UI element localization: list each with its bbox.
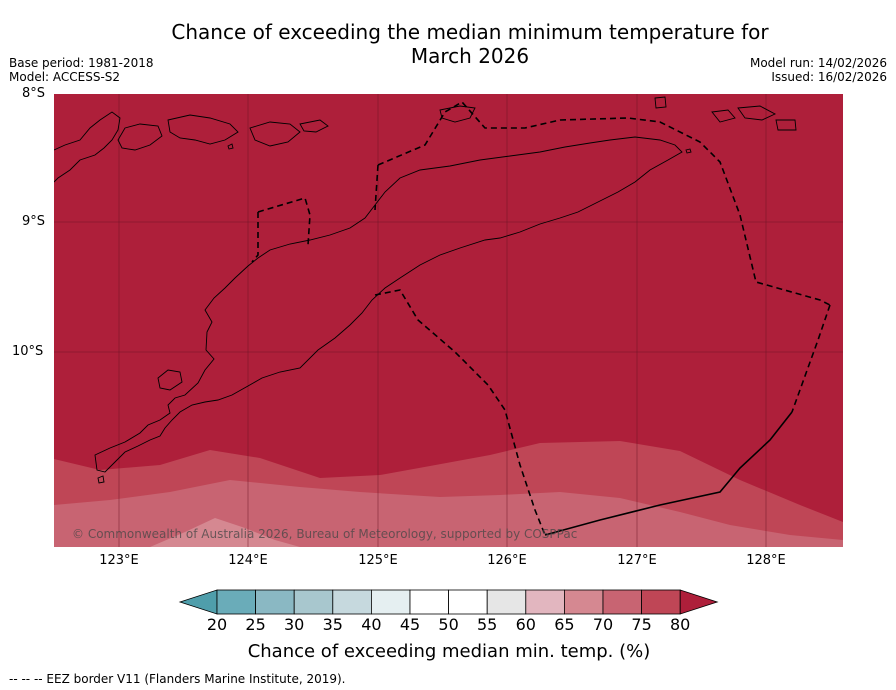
colorbar-swatch bbox=[486, 589, 527, 615]
colorbar-swatch bbox=[641, 589, 681, 615]
lon-label-127e: 127°E bbox=[617, 553, 657, 568]
colorbar-swatch bbox=[448, 589, 488, 615]
colorbar-title: Chance of exceeding median min. temp. (%… bbox=[247, 641, 651, 662]
colorbar-tick-label: 55 bbox=[477, 615, 498, 634]
colorbar-tick-label: 70 bbox=[592, 615, 614, 634]
coastline-timor bbox=[94, 136, 683, 473]
colorbar-swatch bbox=[370, 589, 411, 615]
coastline-lakor bbox=[775, 119, 797, 131]
coastline-pantar bbox=[117, 123, 163, 151]
lon-label-125e: 125°E bbox=[358, 553, 398, 568]
map-title: Chance of exceeding the median minimum t… bbox=[120, 20, 820, 68]
colorbar-extend-low bbox=[178, 589, 218, 615]
coastline-rote bbox=[97, 475, 105, 484]
lon-label-128e: 128°E bbox=[746, 553, 786, 568]
colorbar-tick-label: 25 bbox=[245, 615, 266, 634]
eez-line-oecusse bbox=[251, 197, 311, 263]
coastline-atauro bbox=[299, 119, 329, 133]
coastline-alor-west bbox=[54, 111, 121, 183]
coastline-lirang bbox=[227, 143, 234, 150]
colorbar-swatch bbox=[293, 589, 334, 615]
colorbar-swatches bbox=[178, 589, 719, 615]
title-line-2: March 2026 bbox=[410, 44, 530, 68]
meta-right: Model run: 14/02/2026 Issued: 16/02/2026 bbox=[750, 56, 887, 84]
lon-label-123e: 123°E bbox=[99, 553, 139, 568]
colorbar-tick-label: 40 bbox=[361, 615, 382, 634]
probability-band-70 bbox=[54, 480, 843, 547]
colorbar-swatch bbox=[332, 589, 372, 615]
colorbar-swatch bbox=[602, 589, 642, 615]
colorbar-tick-label: 50 bbox=[438, 615, 459, 634]
colorbar-swatch bbox=[216, 589, 256, 615]
eez-line-southeast bbox=[791, 304, 831, 413]
coastline-jaco bbox=[685, 148, 692, 154]
coastlines bbox=[54, 96, 797, 484]
coastline-wetar bbox=[249, 121, 301, 147]
graticule bbox=[54, 94, 843, 547]
meta-left: Base period: 1981-2018 Model: ACCESS-S2 bbox=[9, 56, 154, 84]
colorbar-swatch bbox=[409, 589, 449, 615]
eez-line-south bbox=[374, 289, 546, 536]
lon-label-124e: 124°E bbox=[228, 553, 268, 568]
lat-label-9s: 9°S bbox=[22, 214, 46, 229]
eez-line-solid bbox=[544, 411, 793, 536]
colorbar-swatch bbox=[525, 589, 565, 615]
colorbar-tick-label: 30 bbox=[284, 615, 305, 634]
colorbar-tick-label: 75 bbox=[631, 615, 652, 634]
base-period: Base period: 1981-2018 bbox=[9, 56, 154, 70]
coastline-leti bbox=[711, 109, 736, 123]
eez-line-north bbox=[374, 100, 831, 306]
colorbar-swatch bbox=[564, 589, 604, 615]
colorbar-tick-label: 80 bbox=[670, 615, 691, 634]
colorbar-tick-label: 60 bbox=[515, 615, 536, 634]
coastline-moa bbox=[737, 105, 777, 121]
lon-label-126e: 126°E bbox=[487, 553, 527, 568]
colorbar-tick-label: 45 bbox=[399, 615, 421, 634]
colorbar-tick-label: 65 bbox=[554, 615, 575, 634]
probability-band-65 bbox=[150, 518, 300, 547]
coastline-semau bbox=[157, 369, 183, 391]
colorbar-extend-high bbox=[679, 589, 719, 615]
colorbar-tick-label: 20 bbox=[206, 615, 228, 634]
eez-border bbox=[251, 100, 831, 536]
model-run: Model run: 14/02/2026 bbox=[749, 56, 887, 70]
model-name: Model: ACCESS-S2 bbox=[9, 70, 121, 84]
colorbar-swatch bbox=[255, 589, 295, 615]
title-line-1: Chance of exceeding the median minimum t… bbox=[171, 20, 769, 44]
map-area bbox=[54, 94, 843, 547]
colorbar-tick-label: 35 bbox=[322, 615, 343, 634]
lat-label-10s: 10°S bbox=[12, 344, 44, 359]
lat-label-8s: 8°S bbox=[22, 86, 46, 101]
coastline-damar bbox=[654, 96, 667, 109]
issued-date: Issued: 16/02/2026 bbox=[771, 70, 887, 84]
eez-legend-note: -- -- -- EEZ border V11 (Flanders Marine… bbox=[9, 672, 346, 686]
coastline-alor bbox=[167, 114, 239, 145]
copyright-notice: © Commonwealth of Australia 2026, Bureau… bbox=[72, 527, 578, 541]
